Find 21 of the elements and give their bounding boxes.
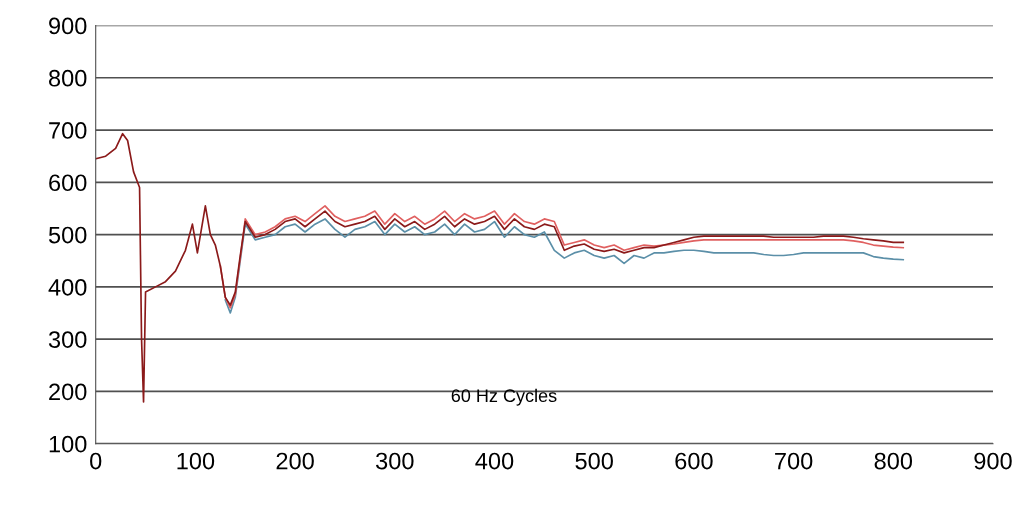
- y-tick-label: 300: [48, 331, 87, 348]
- y-tick-label: 500: [48, 226, 87, 244]
- y-tick-label: 800: [49, 69, 87, 87]
- x-tick-label: 200: [276, 452, 314, 470]
- y-tick-label: 200: [49, 383, 87, 401]
- x-tick-label: 800: [874, 452, 913, 470]
- x-tick-label: 900: [974, 452, 1012, 470]
- x-tick-label: 500: [575, 452, 613, 470]
- x-tick-label: 300: [376, 452, 414, 470]
- x-tick-label: 100: [177, 452, 215, 470]
- annotation: 60 Hz Cycles: [451, 388, 557, 406]
- x-tick-label: 400: [475, 452, 514, 470]
- y-tick-label: 700: [49, 122, 87, 139]
- line-series: [224, 218, 905, 314]
- x-tick-label: 0: [90, 452, 102, 470]
- x-tick-label: 700: [775, 452, 813, 470]
- y-tick-label: 600: [49, 174, 87, 192]
- y-tick-label: 400: [48, 278, 87, 296]
- x-tick-label: 600: [675, 452, 713, 470]
- y-tick-label: 900: [49, 17, 87, 35]
- y-tick-label: 100: [49, 435, 87, 453]
